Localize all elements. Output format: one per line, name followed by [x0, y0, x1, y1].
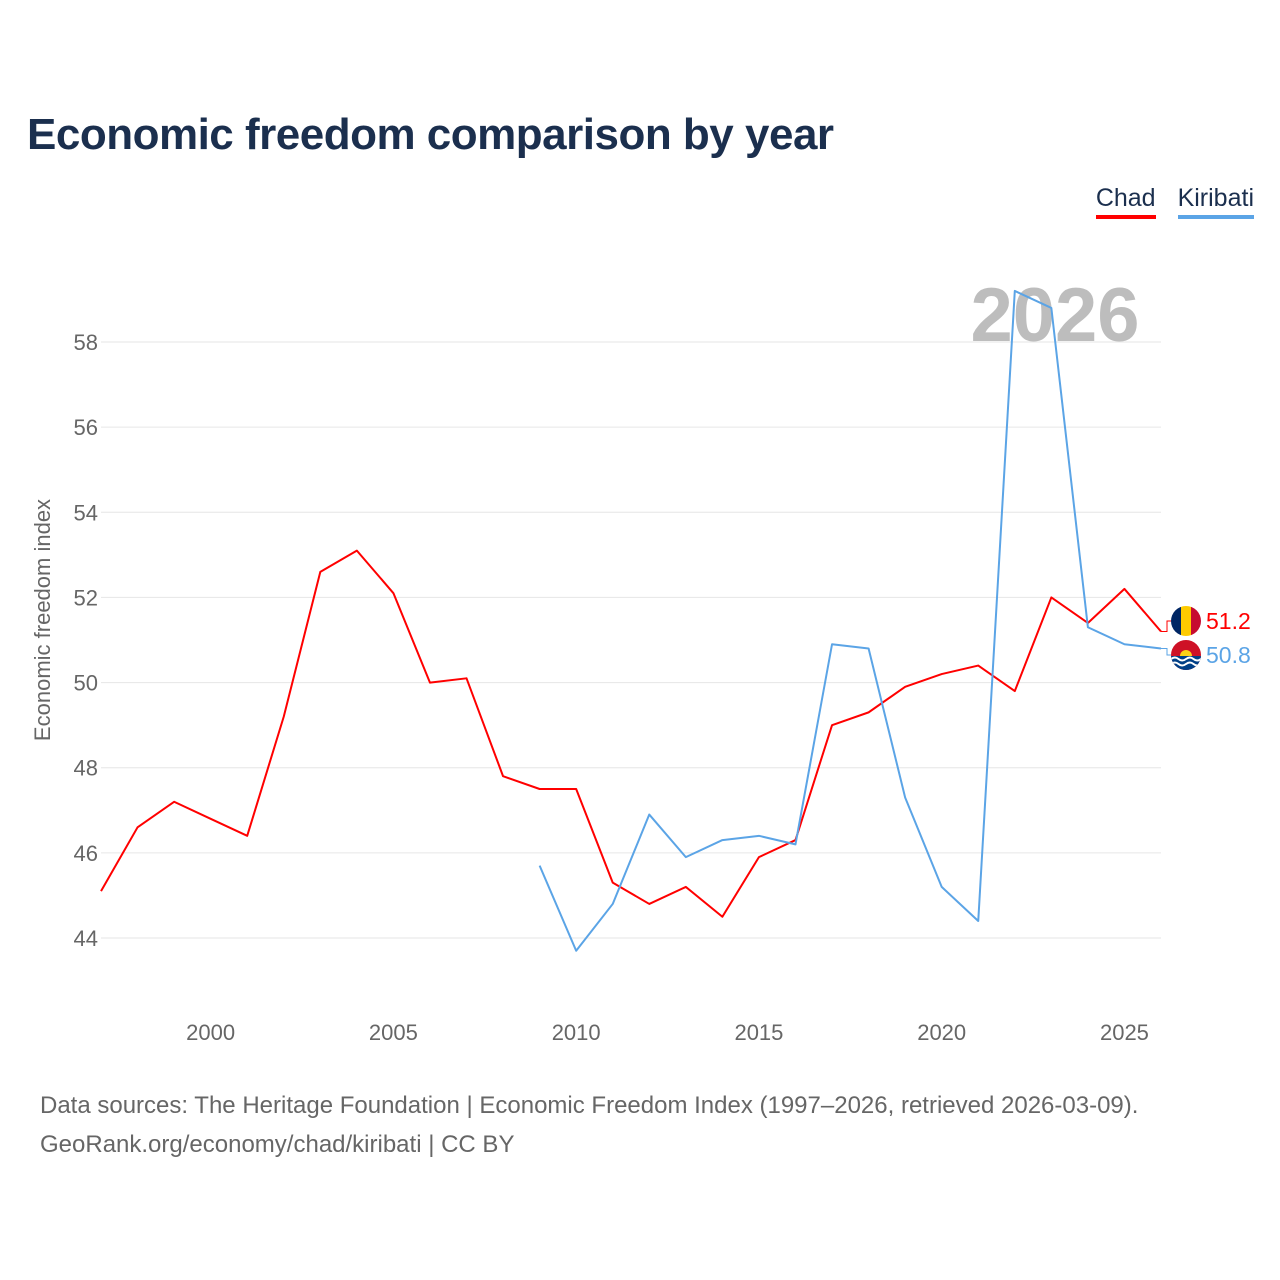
footer: Data sources: The Heritage Foundation | …: [40, 1086, 1138, 1164]
y-tick-label: 56: [74, 415, 98, 440]
end-label-connector: [1161, 648, 1171, 656]
end-value-label: 50.8: [1206, 642, 1251, 668]
x-tick-label: 2015: [734, 1020, 783, 1045]
legend-item-kiribati[interactable]: Kiribati: [1177, 184, 1254, 219]
series-line-chad: [100, 549, 1162, 918]
y-tick-label: 44: [74, 926, 98, 951]
source-link[interactable]: GeoRank.org/economy/chad/kiribati | CC B…: [40, 1131, 515, 1158]
kiribati-flag-icon: [1171, 640, 1201, 670]
x-tick-label: 2005: [369, 1020, 418, 1045]
y-tick-label: 58: [74, 330, 98, 355]
chad-flag-icon: [1171, 606, 1201, 636]
series-line-kiribati: [538, 289, 1162, 952]
y-axis-label: Economic freedom index: [30, 499, 55, 741]
legend: Chad Kiribati: [1095, 184, 1254, 219]
y-tick-label: 46: [74, 841, 98, 866]
x-tick-label: 2025: [1100, 1020, 1149, 1045]
y-tick-label: 50: [74, 671, 98, 696]
y-tick-label: 48: [74, 756, 98, 781]
end-label-connector: [1161, 620, 1171, 632]
y-tick-label: 52: [74, 585, 98, 610]
x-tick-label: 2020: [917, 1020, 966, 1045]
data-source: Data sources: The Heritage Foundation | …: [40, 1092, 1139, 1119]
end-value-label: 51.2: [1206, 608, 1251, 634]
page-title: Economic freedom comparison by year: [27, 110, 834, 159]
x-tick-label: 2000: [186, 1020, 235, 1045]
y-tick-label: 54: [74, 500, 98, 525]
x-tick-label: 2010: [552, 1020, 601, 1045]
legend-item-chad[interactable]: Chad: [1095, 184, 1156, 219]
